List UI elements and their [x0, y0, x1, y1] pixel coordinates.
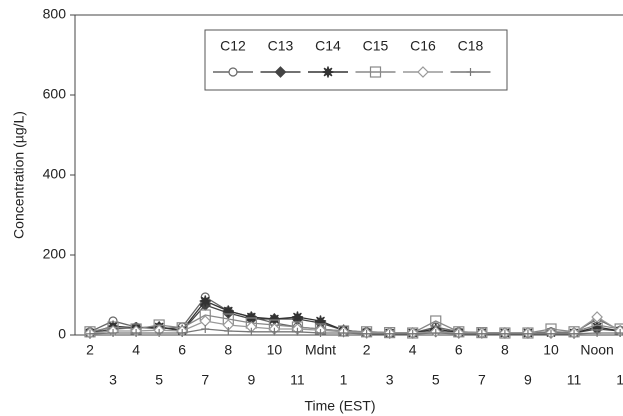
x-tick-label: 10: [267, 342, 283, 358]
y-tick-label: 400: [43, 166, 67, 182]
marker: [362, 329, 371, 338]
marker: [408, 329, 417, 338]
x-tick-label: 11: [567, 372, 582, 388]
x-tick-label: 8: [501, 342, 509, 358]
series-line: [89, 296, 621, 334]
x-tick-label: 3: [109, 372, 117, 388]
marker: [132, 329, 141, 337]
marker: [339, 329, 348, 337]
marker: [86, 329, 94, 338]
x-tick-label: 2: [86, 342, 94, 358]
legend-label: C18: [458, 38, 484, 54]
x-tick-label: 3: [386, 372, 394, 388]
legend-marker: [228, 67, 238, 77]
x-tick-label: 7: [201, 372, 209, 388]
marker: [316, 329, 325, 337]
x-tick-label: 5: [155, 372, 163, 388]
x-tick-label: 6: [178, 342, 186, 358]
marker: [247, 327, 256, 336]
x-tick-label: 6: [455, 342, 463, 358]
legend-label: C15: [363, 38, 389, 54]
marker: [199, 295, 211, 307]
x-tick-label: 1: [616, 372, 623, 388]
marker: [570, 329, 579, 338]
x-tick-label: 10: [543, 342, 559, 358]
marker: [155, 329, 164, 337]
marker: [201, 325, 210, 333]
marker: [268, 313, 281, 325]
x-tick-label: 4: [409, 342, 417, 358]
series-line: [89, 300, 621, 334]
marker: [454, 329, 463, 338]
marker: [222, 305, 234, 317]
x-tick-label: 5: [432, 372, 440, 388]
marker: [593, 329, 602, 337]
marker: [477, 329, 486, 338]
marker: [547, 329, 555, 338]
x-tick-label: 9: [524, 372, 532, 388]
x-tick-label: 4: [132, 342, 140, 358]
x-tick-label: 2: [363, 342, 371, 358]
x-tick-label: Noon: [580, 342, 613, 358]
x-tick-label: 7: [478, 372, 486, 388]
legend-label: C13: [268, 38, 294, 54]
x-axis-label: Time (EST): [304, 398, 375, 414]
x-tick-label: 9: [247, 372, 255, 388]
marker: [109, 329, 118, 337]
y-tick-label: 0: [58, 326, 66, 342]
marker: [270, 327, 279, 336]
y-tick-label: 600: [43, 86, 67, 102]
legend-label: C14: [315, 38, 341, 54]
legend-marker: [369, 66, 382, 78]
legend-marker: [417, 66, 429, 78]
marker: [500, 329, 509, 338]
legend-marker: [274, 66, 287, 78]
legend-marker: [466, 68, 475, 76]
marker: [291, 311, 304, 323]
x-tick-label: Mdnt: [305, 342, 336, 358]
x-tick-label: 8: [224, 342, 232, 358]
marker: [431, 329, 440, 337]
y-axis-label: Concentration (µg/L): [11, 111, 27, 239]
legend-label: C12: [220, 38, 246, 54]
y-tick-label: 800: [43, 6, 67, 22]
marker: [591, 311, 603, 323]
legend-marker: [322, 66, 334, 78]
marker: [293, 327, 302, 336]
marker: [523, 329, 532, 338]
legend-box: [204, 29, 508, 91]
marker: [178, 329, 187, 337]
y-tick-label: 200: [43, 246, 67, 262]
marker: [385, 329, 394, 338]
x-tick-label: 1: [340, 372, 348, 388]
x-tick-label: 11: [290, 372, 305, 388]
marker: [224, 327, 233, 335]
marker: [245, 311, 258, 323]
legend-label: C16: [410, 38, 436, 54]
